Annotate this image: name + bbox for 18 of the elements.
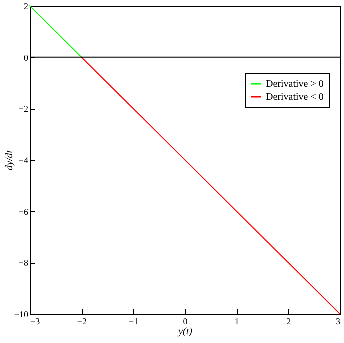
legend-label: Derivative < 0 bbox=[266, 92, 324, 103]
y-tick-label: 2 bbox=[24, 2, 28, 12]
y-tick-label: −8 bbox=[18, 258, 29, 268]
x-tick-label: −3 bbox=[30, 316, 41, 326]
x-tick-label: 3 bbox=[336, 316, 341, 326]
y-tick-label: 0 bbox=[24, 52, 29, 63]
x-tick-label: 0 bbox=[183, 316, 188, 326]
y-axis-title: dy/dt bbox=[4, 150, 16, 170]
y-tick-label: −2 bbox=[18, 104, 28, 114]
y-tick-label: −6 bbox=[18, 206, 29, 217]
x-axis-title: y(t) bbox=[178, 326, 194, 338]
x-tick-label: 1 bbox=[234, 316, 240, 326]
x-tick-label: −1 bbox=[129, 316, 139, 326]
x-tick-label: −2 bbox=[77, 316, 87, 326]
x-tick-label: 2 bbox=[286, 316, 292, 326]
y-tick-label: −10 bbox=[14, 310, 29, 320]
y-tick-label: −4 bbox=[18, 156, 29, 166]
legend-label: Derivative > 0 bbox=[266, 79, 324, 90]
